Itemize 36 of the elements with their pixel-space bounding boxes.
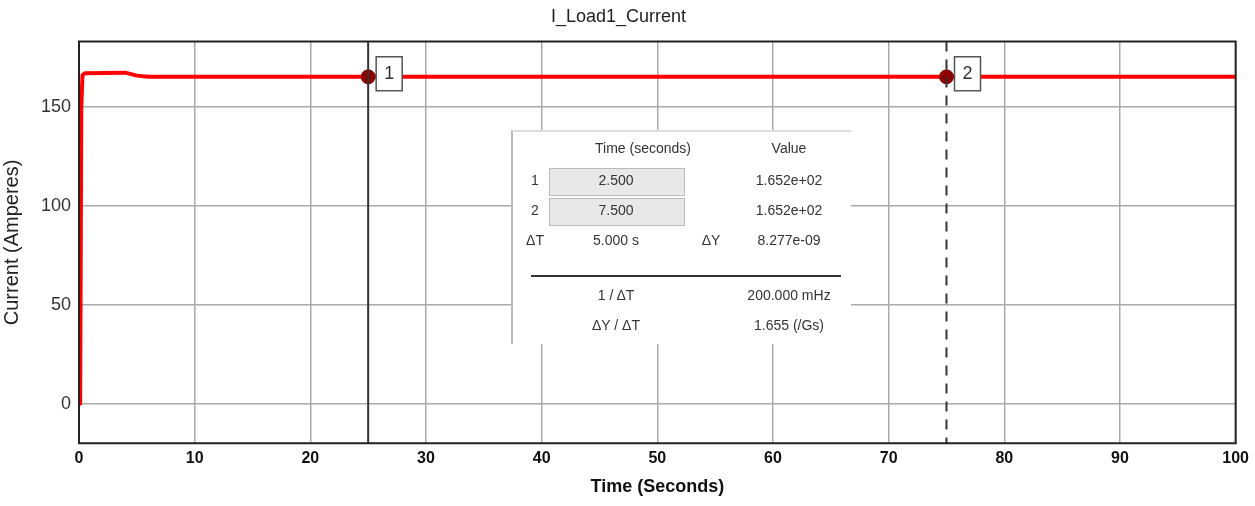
annotation: ΔY / ΔT: [591, 317, 641, 333]
y-axis-title: Current (Amperes): [0, 159, 22, 326]
chart-title: I_Load1_Current: [550, 5, 687, 27]
annotation: 1: [384, 62, 395, 83]
y-tick-label: 150: [40, 95, 71, 116]
x-tick-label: 40: [532, 449, 551, 467]
annotation: 1 / ΔT: [597, 287, 635, 303]
annotation: 2: [531, 202, 539, 218]
annotation: 1: [531, 172, 539, 188]
y-tick-label: 100: [40, 194, 71, 215]
x-tick-label: 0: [74, 449, 84, 467]
annotation: ΔT: [526, 232, 544, 248]
x-tick-label: 50: [648, 449, 667, 467]
x-tick-label: 90: [1111, 449, 1129, 467]
annotation: Time (seconds): [595, 140, 691, 156]
annotation: 2: [962, 62, 973, 83]
annotation: 200.000 mHz: [747, 287, 831, 303]
x-tick-label: 80: [995, 449, 1014, 467]
y-tick-label: 50: [50, 293, 71, 314]
annotation: 5.000 s: [593, 232, 639, 248]
x-tick-label: 10: [185, 449, 204, 467]
x-axis-title: Time (Seconds): [590, 476, 725, 497]
annotation: 1.652e+02: [755, 172, 823, 188]
annotation: ΔY: [701, 232, 721, 248]
annotation: 1.652e+02: [755, 202, 823, 218]
x-tick-label: 70: [879, 449, 898, 467]
x-tick-label: 20: [301, 449, 320, 467]
x-tick-label: 60: [764, 449, 782, 467]
annotation: 2.500: [598, 172, 634, 188]
y-tick-label: 0: [60, 392, 71, 413]
x-tick-label: 100: [1222, 449, 1250, 467]
x-tick-label: 30: [417, 449, 435, 467]
annotation: 8.277e-09: [757, 232, 821, 248]
annotation: 1.655 (/Gs): [753, 317, 825, 333]
annotation: 7.500: [598, 202, 634, 218]
annotation: Value: [771, 140, 807, 156]
